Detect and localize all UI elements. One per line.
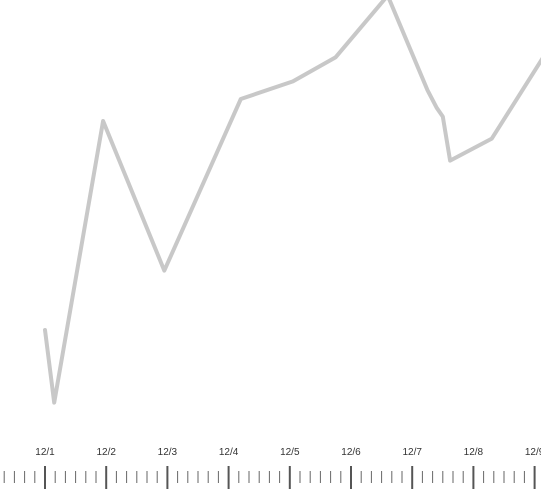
x-tick-label: 12/3 [158, 447, 178, 458]
plot-area [43, 0, 541, 405]
x-axis: 12/1 12/2 12/3 12/4 12/5 12/6 12/7 12/8 12/9 [3, 447, 541, 489]
x-tick-label: 12/4 [219, 447, 239, 458]
x-tick-label: 12/6 [341, 447, 361, 458]
x-tick-label: 12/5 [280, 447, 300, 458]
x-tick-label: 12/8 [464, 447, 484, 458]
x-tick-label: 12/2 [96, 447, 116, 458]
x-tick-label: 12/9 [525, 447, 541, 458]
x-tick-label: 12/7 [402, 447, 422, 458]
x-tick-label: 12/1 [35, 447, 55, 458]
series-line-0 [43, 0, 541, 405]
